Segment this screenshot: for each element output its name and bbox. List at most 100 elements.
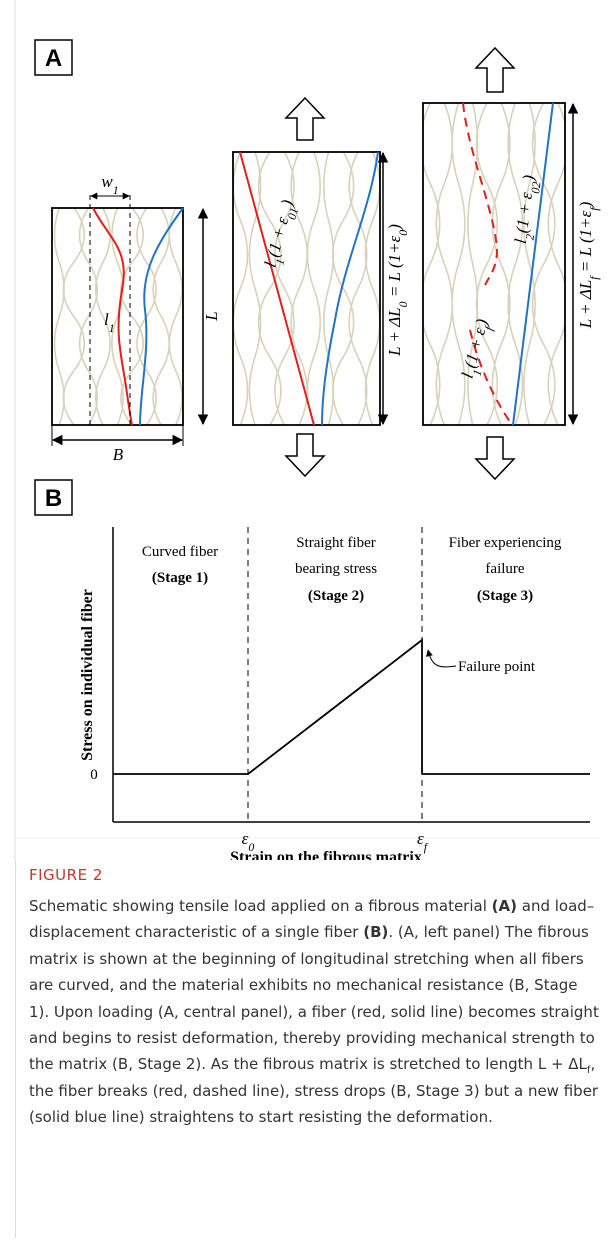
math-text: (1 + ε xyxy=(512,191,536,234)
panel-label: B xyxy=(45,485,62,512)
subscript: 1 xyxy=(272,257,287,266)
math-text: B xyxy=(113,445,124,464)
fiber xyxy=(531,103,556,425)
figure: A w1 l1 L B l1(1 + ε01) L + ΔL0 = L (1+ε… xyxy=(14,0,601,860)
x-axis-label: Strain on the fibrous matrix xyxy=(230,849,422,860)
subscript: 0 xyxy=(396,301,410,307)
stage-label: (Stage 1) xyxy=(152,570,208,586)
fiber xyxy=(290,152,308,425)
caption-text: Schematic showing tensile load applied o… xyxy=(29,897,492,915)
subscript: 0 xyxy=(248,840,254,854)
fiber xyxy=(120,208,144,425)
callout-arrow xyxy=(425,649,457,668)
subscript: f xyxy=(482,324,497,332)
fiber xyxy=(364,152,380,425)
fiber xyxy=(306,152,321,425)
caption-text: and load–displacement characteristic of … xyxy=(29,897,595,942)
math-text: L xyxy=(202,311,221,321)
math-text: (1 + ε xyxy=(263,214,292,259)
red-fiber-broken xyxy=(469,329,513,426)
math-text: ) xyxy=(519,174,539,183)
arrow-down xyxy=(284,433,326,478)
subscript: f xyxy=(587,206,601,211)
math-text: = L (1+ε xyxy=(385,235,404,301)
specimen xyxy=(51,207,184,426)
stage-label: bearing stress xyxy=(295,561,377,577)
y-axis-label: Stress on individual fiber xyxy=(79,589,96,761)
stage-label: (Stage 3) xyxy=(477,588,533,604)
caption-ref: (B) xyxy=(363,923,389,942)
load-arrows xyxy=(284,46,516,481)
math-text: l xyxy=(458,371,478,381)
math-text: ) xyxy=(277,197,297,209)
math-label: l1 xyxy=(104,310,115,335)
math-text: (1 + ε xyxy=(460,325,489,370)
math-label: w1 xyxy=(101,172,118,197)
math-text: l xyxy=(511,237,530,244)
fiber xyxy=(547,103,565,425)
fiber xyxy=(78,208,98,425)
fiber xyxy=(168,208,183,425)
blue-fiber xyxy=(512,102,554,426)
math-text: ε xyxy=(417,829,424,848)
math-label: L + ΔLf = L (1+εf) xyxy=(576,201,601,329)
panel-label-box xyxy=(34,479,73,516)
math-label: L xyxy=(202,311,221,321)
panel-label-box xyxy=(34,39,73,76)
subscript: 0 xyxy=(396,230,410,236)
subscript: f xyxy=(424,840,429,854)
caption: Schematic showing tensile load applied o… xyxy=(29,893,601,1131)
stage-label: failure xyxy=(485,561,524,577)
math-text: ε xyxy=(242,829,249,848)
stage-label: Straight fiber xyxy=(296,535,376,551)
panel-label: A xyxy=(45,45,62,72)
subscript: f xyxy=(587,275,601,280)
frame-line xyxy=(15,860,16,1238)
x-tick-label: ε0 xyxy=(242,829,255,854)
math-label: l2(1 + ε02) xyxy=(511,174,544,246)
fiber xyxy=(323,152,335,425)
specimen xyxy=(422,102,566,426)
fiber xyxy=(257,152,282,425)
math-text: l xyxy=(261,260,281,270)
fiber xyxy=(348,152,368,425)
fiber xyxy=(233,152,249,425)
red-fiber xyxy=(239,151,315,426)
subscript: 02 xyxy=(528,181,543,195)
blue-fiber xyxy=(139,207,184,426)
math-text: = L (1+ε xyxy=(576,210,595,276)
math-text: ) xyxy=(576,201,595,208)
arrow-down xyxy=(474,436,516,481)
math-label: l1(1 + ε01) xyxy=(261,197,303,271)
fibers xyxy=(53,103,565,425)
math-text: ) xyxy=(472,317,492,329)
red-fiber-broken xyxy=(462,102,498,286)
caption-ref: (A) xyxy=(491,897,517,915)
stage-label: (Stage 2) xyxy=(308,588,364,604)
caption-subscript: f xyxy=(586,1065,591,1077)
y-tick-label: 0 xyxy=(90,767,98,783)
fiber-group xyxy=(233,152,380,425)
fiber xyxy=(94,208,111,425)
fiber xyxy=(507,103,524,425)
fiber xyxy=(451,103,466,425)
arrow-up xyxy=(284,96,326,141)
fiber xyxy=(435,103,454,425)
subscript: 01 xyxy=(285,206,302,221)
fiber-group xyxy=(423,103,565,425)
fiber xyxy=(152,208,170,425)
fiber xyxy=(62,208,86,425)
math-text: w xyxy=(101,172,113,191)
annotation: Failure point xyxy=(458,659,536,675)
blue-fiber xyxy=(321,151,379,426)
math-label: B xyxy=(113,445,124,464)
math-text: ) xyxy=(385,224,404,231)
caption-label: FIGURE 2 xyxy=(29,866,103,884)
fiber xyxy=(332,152,355,425)
subscript: 1 xyxy=(470,368,485,377)
stage-label: Fiber experiencing xyxy=(449,535,562,551)
subscript: 1 xyxy=(109,321,115,335)
subscript: 2 xyxy=(522,233,537,241)
fiber xyxy=(53,208,65,425)
